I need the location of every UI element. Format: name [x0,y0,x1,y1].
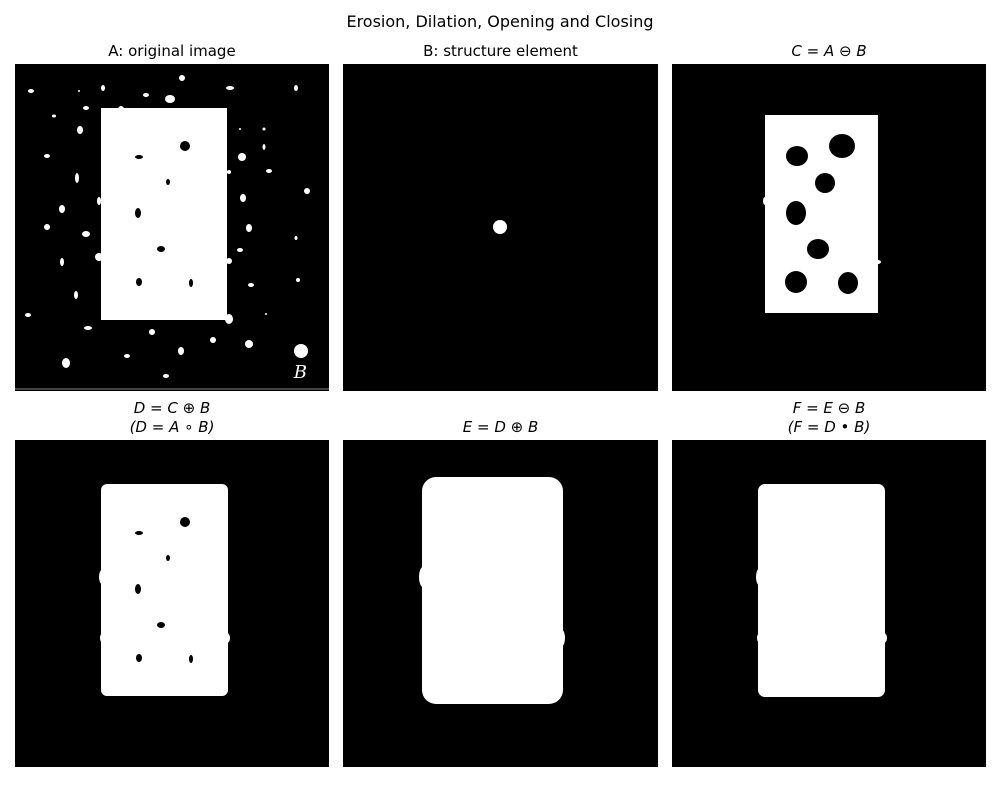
panel-b-structure-element [343,64,658,391]
panel-d-title-line2: (D = A ∘ B) [129,418,215,436]
panel-f-closing [672,440,986,767]
holes-in-rectangle [135,517,193,663]
panel-b-title: B: structure element [423,42,578,60]
panel-e-canvas [419,477,565,704]
figure-title: Erosion, Dilation, Opening and Closing [346,12,654,31]
panel-d-canvas [99,484,230,696]
closed-rectangle [758,484,885,697]
panel-f-canvas [756,484,887,697]
panel-f-title-line1: F = E ⊖ B [792,399,866,417]
eroded-rectangle [765,115,878,313]
panel-e-title: E = D ⊕ B [462,418,539,436]
enlarged-holes [785,134,858,294]
structure-element-label: B [293,362,307,383]
structure-element-disk [493,220,507,234]
opened-rectangle [101,484,228,696]
white-rectangle [101,108,227,320]
panel-b-canvas [493,220,507,234]
panel-c-erosion [672,64,986,391]
panel-d-opening [15,440,329,767]
panel-c-title: C = A ⊖ B [791,42,867,60]
panel-a-original-image: B [15,64,329,391]
panel-a-canvas [15,75,329,390]
panel-e-dilation [343,440,658,767]
dilated-rectangle [422,477,563,704]
holes-in-rectangle [135,141,193,287]
noise-speckles [25,75,310,378]
panel-c-canvas [763,115,881,313]
panel-f-title-line2: (F = D • B) [787,418,871,436]
panel-a-title: A: original image [108,42,236,60]
panel-d-title-line1: D = C ⊕ B [133,399,211,417]
